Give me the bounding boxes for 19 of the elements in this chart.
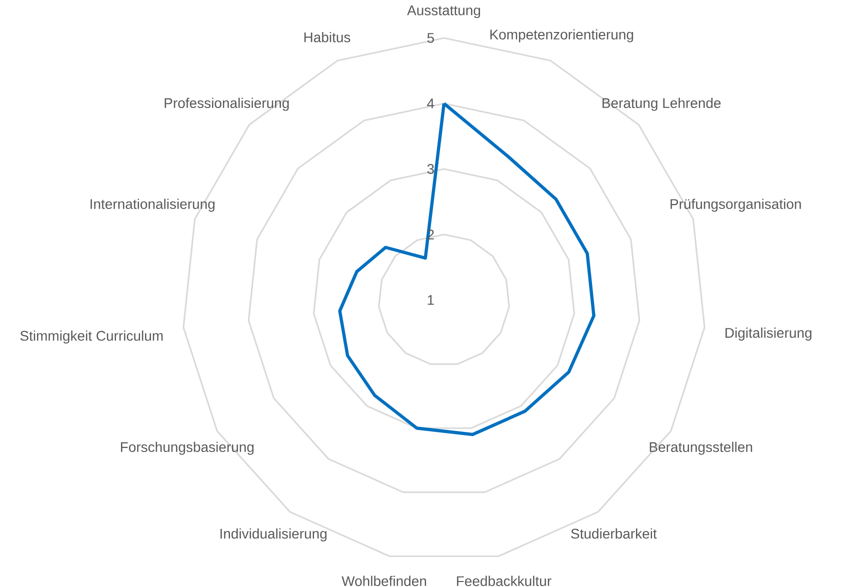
- spoke-label: Beratung Lehrende: [602, 98, 721, 111]
- y-tick-label: 1: [428, 294, 434, 305]
- spoke-label: Studierbarkeit: [571, 528, 657, 538]
- spoke-label: Ausstattung: [407, 5, 480, 18]
- spoke-label: Habitus: [304, 32, 350, 42]
- spoke-label: Prüfungsorganisation: [670, 198, 801, 212]
- y-tick-label: 5: [427, 32, 434, 43]
- spoke-label: Digitalisierung: [726, 327, 812, 340]
- spoke-label: Beratungsstellen: [650, 442, 752, 455]
- spoke-label: Feedbackkultur: [457, 576, 552, 586]
- spoke-label: Wohlbefinden: [342, 576, 426, 586]
- spoke-label: Kompetenzorientierung: [490, 29, 634, 42]
- y-tick-label: 4: [427, 98, 434, 108]
- spoke-label: Forschungsbasierung: [120, 442, 254, 455]
- spoke-label: Internationalisierung: [90, 198, 214, 212]
- spoke-label: Individualisierung: [220, 528, 326, 542]
- spoke-label: Professionalisierung: [164, 98, 289, 111]
- y-tick-label: 3: [427, 164, 434, 174]
- spoke-label: Stimmigkeit Curriculum: [20, 330, 163, 344]
